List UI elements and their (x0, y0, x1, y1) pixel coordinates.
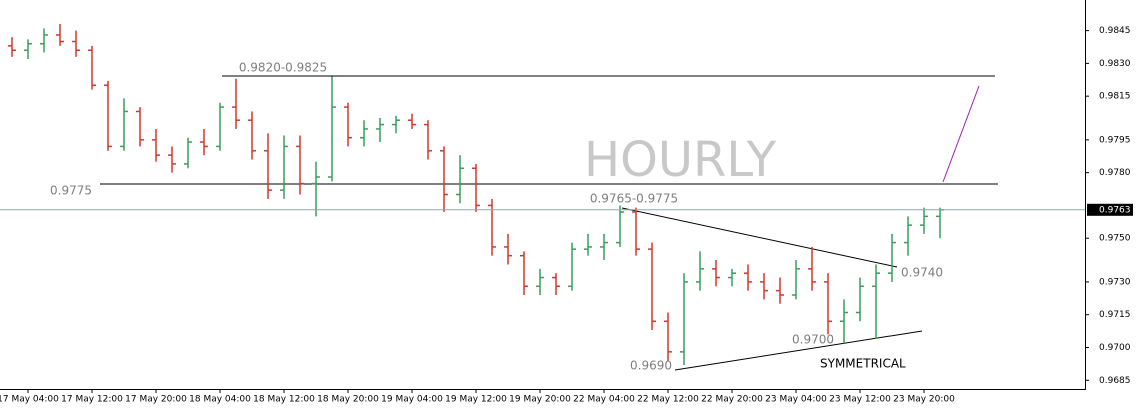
current-price-label: 0.9763 (1099, 205, 1131, 215)
x-tick-label: 22 May 04:00 (573, 395, 635, 405)
projection-line (942, 85, 980, 183)
x-tick-label: 23 May 20:00 (893, 395, 955, 405)
x-tick-label: 18 May 20:00 (317, 395, 379, 405)
x-tick-label: 18 May 12:00 (253, 395, 315, 405)
annotation: 0.9765-0.9775 (590, 192, 678, 206)
y-tick-label: 0.9845 (1099, 26, 1131, 36)
y-tick-label: 0.9700 (1099, 343, 1131, 353)
y-tick-label: 0.9815 (1099, 92, 1131, 102)
x-tick-label: 17 May 04:00 (0, 395, 59, 405)
x-tick-label: 19 May 12:00 (445, 395, 507, 405)
annotation: 0.9775 (50, 184, 92, 198)
annotation: 0.9690 (630, 359, 672, 373)
x-tick-label: 18 May 04:00 (189, 395, 251, 405)
annotation: 0.9700 (792, 333, 834, 347)
x-tick-label: 17 May 12:00 (61, 395, 123, 405)
y-tick-label: 0.9780 (1099, 168, 1131, 178)
annotation: 0.9820-0.9825 (239, 61, 327, 75)
x-tick-label: 23 May 04:00 (765, 395, 827, 405)
y-tick-label: 0.9730 (1099, 277, 1131, 287)
x-tick-label: 22 May 12:00 (637, 395, 699, 405)
x-tick-label: 17 May 20:00 (125, 395, 187, 405)
trend-line-lower (674, 330, 923, 371)
x-tick-label: 22 May 20:00 (701, 395, 763, 405)
y-tick-label: 0.9830 (1099, 59, 1131, 69)
x-tick-label: 19 May 20:00 (509, 395, 571, 405)
y-tick-label: 0.9685 (1099, 376, 1131, 386)
x-tick-label: 23 May 12:00 (829, 395, 891, 405)
annotation: SYMMETRICAL (820, 357, 906, 371)
y-tick-label: 0.9715 (1099, 310, 1131, 320)
y-tick-label: 0.9750 (1099, 234, 1131, 244)
chart-title: HOURLY (584, 132, 777, 188)
annotation: 0.9740 (901, 266, 943, 280)
current-price-box (1087, 203, 1133, 216)
trend-line-upper (621, 207, 898, 268)
y-tick-label: 0.9795 (1099, 135, 1131, 145)
x-tick-label: 19 May 04:00 (381, 395, 443, 405)
